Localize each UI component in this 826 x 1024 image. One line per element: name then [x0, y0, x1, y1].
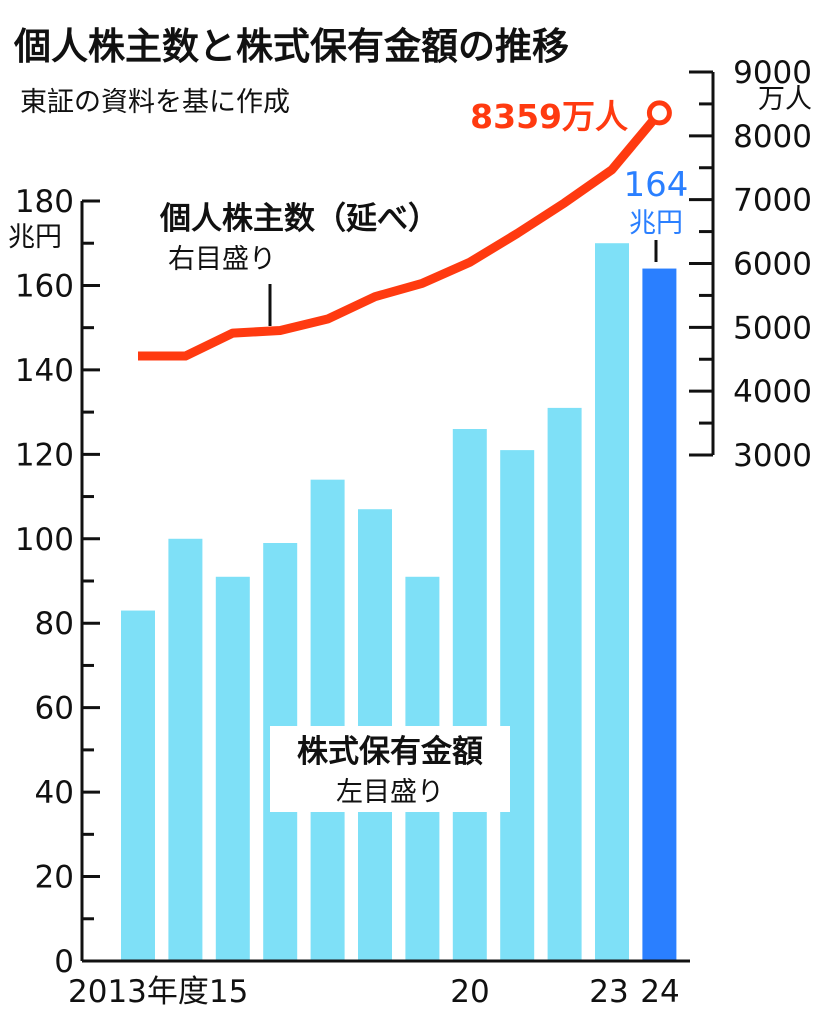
- bar-2023: [595, 243, 629, 961]
- left-tick-label: 0: [54, 944, 74, 980]
- bar-2022: [547, 407, 582, 961]
- left-tick-label: 180: [15, 184, 74, 220]
- chart-title: 個人株主数と株式保有金額の推移: [14, 25, 569, 68]
- chart-labels: 2013年度15 20 23 24 個人株主数（延べ） 右目盛り 164兆円株式保有金額左目…: [68, 165, 688, 1010]
- bar-2013: [121, 610, 155, 961]
- bar-series: [82, 243, 690, 963]
- bar-2017: [310, 479, 345, 961]
- x-tick-label: 23: [589, 974, 628, 1010]
- right-tick-label: 6000: [733, 247, 812, 283]
- bar-series-label-box: [270, 726, 510, 812]
- line-series: 8359万人: [137, 97, 672, 361]
- right-tick-label: 8000: [733, 119, 812, 155]
- right-tick-label: 9000: [733, 55, 812, 91]
- line-end-marker: [646, 100, 672, 126]
- left-axis-unit: 兆円: [8, 222, 62, 253]
- right-tick-label: 7000: [733, 183, 812, 219]
- left-tick-label: 160: [15, 268, 74, 304]
- left-tick-label: 60: [35, 691, 74, 727]
- left-tick-label: 80: [35, 606, 74, 642]
- right-tick-label: 3000: [733, 438, 812, 474]
- right-tick-label: 5000: [733, 310, 812, 346]
- x-tick-label: 2013年度15: [68, 974, 248, 1010]
- line-end-label: 8359万人: [470, 97, 628, 136]
- bar-series-axis-note: 左目盛り: [336, 777, 444, 808]
- left-tick-label: 100: [15, 522, 74, 558]
- chart-subtitle: 東証の資料を基に作成: [20, 87, 290, 118]
- line-series-axis-note: 右目盛り: [168, 244, 276, 275]
- x-tick-label: 20: [450, 974, 489, 1010]
- left-tick-label: 120: [15, 437, 74, 473]
- bar-2014: [168, 538, 203, 961]
- shareholders-line: [138, 110, 663, 361]
- left-tick-label: 20: [35, 860, 74, 896]
- right-axis-unit: 万人: [758, 84, 812, 115]
- x-tick-label: 24: [640, 974, 679, 1010]
- bar-2015: [215, 576, 250, 961]
- highlight-bar-unit: 兆円: [629, 208, 683, 239]
- right-tick-label: 4000: [733, 374, 812, 410]
- line-series-name: 個人株主数（延べ）: [159, 201, 439, 237]
- bar-series-name: 株式保有金額: [297, 734, 483, 770]
- left-tick-label: 40: [35, 775, 74, 811]
- bar-2020: [452, 429, 487, 961]
- left-tick-label: 140: [15, 353, 74, 389]
- highlight-bar-value: 164: [624, 165, 689, 205]
- bar-2021: [500, 450, 535, 961]
- bar-2024: [642, 268, 677, 961]
